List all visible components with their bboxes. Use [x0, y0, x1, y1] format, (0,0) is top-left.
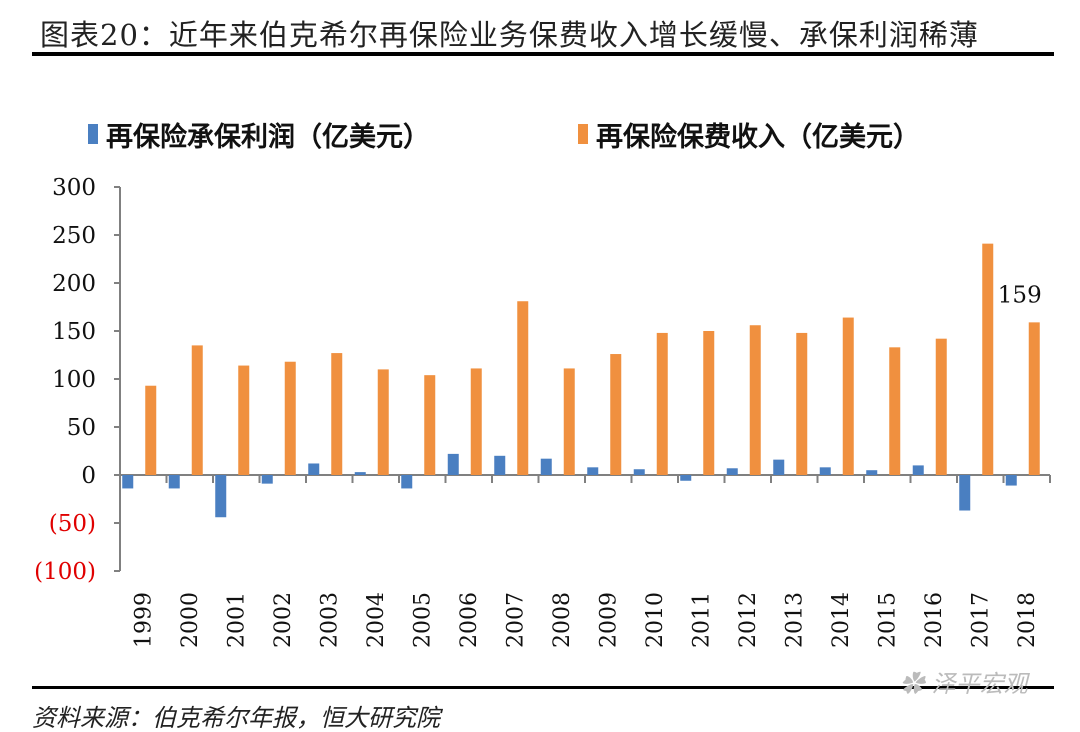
bar-profit-2009 — [587, 467, 599, 475]
y-tick-label: 200 — [52, 271, 96, 297]
bar-premium-2006 — [470, 368, 482, 475]
y-tick-label: 0 — [81, 463, 96, 489]
bar-profit-1999 — [122, 475, 134, 489]
bar-profit-2003 — [308, 463, 320, 475]
x-tick-label: 2004 — [364, 592, 389, 648]
legend-label-1: 再保险保费收入（亿美元） — [596, 121, 920, 153]
bar-premium-2003 — [331, 353, 343, 475]
data-label: 159 — [998, 282, 1042, 308]
bar-profit-2004 — [354, 472, 366, 475]
legend-swatch-1 — [578, 124, 588, 144]
bar-premium-2013 — [796, 332, 808, 475]
bar-profit-2008 — [540, 458, 552, 475]
bar-premium-2017 — [982, 243, 994, 475]
bar-profit-2006 — [447, 453, 459, 475]
y-tick-label: 300 — [52, 175, 96, 201]
y-tick-label: 250 — [52, 223, 96, 249]
watermark-logo: ✿ 泽平宏观 — [900, 670, 1028, 698]
top-rule — [32, 52, 1054, 56]
x-tick-label: 2002 — [271, 592, 296, 648]
bar-premium-1999 — [145, 385, 157, 475]
x-tick-label: 1999 — [131, 592, 156, 648]
x-tick-label: 2006 — [457, 592, 482, 648]
bar-profit-2007 — [494, 455, 506, 475]
bar-profit-2014 — [819, 467, 831, 475]
y-tick-label: (100) — [34, 559, 96, 585]
bar-premium-2000 — [191, 345, 203, 475]
bar-premium-2002 — [284, 361, 296, 475]
bar-premium-2005 — [424, 375, 436, 475]
x-tick-label: 2005 — [410, 592, 435, 648]
legend-swatch-0 — [88, 124, 98, 144]
x-tick-label: 2000 — [178, 592, 203, 648]
bar-profit-2001 — [215, 475, 227, 518]
x-tick-label: 2017 — [968, 592, 993, 648]
x-tick-label: 2014 — [829, 592, 854, 648]
y-tick-label: (50) — [49, 511, 96, 537]
x-tick-label: 2015 — [875, 592, 900, 648]
bar-premium-2016 — [935, 338, 947, 475]
bar-profit-2005 — [401, 475, 413, 489]
bar-profit-2016 — [912, 465, 924, 475]
y-tick-label: 100 — [52, 367, 96, 393]
x-tick-label: 2010 — [643, 592, 668, 648]
bar-profit-2000 — [168, 475, 180, 489]
x-tick-label: 2011 — [689, 592, 714, 648]
bar-premium-2012 — [749, 325, 761, 475]
x-tick-label: 2012 — [736, 592, 761, 648]
source-note: 资料来源：伯克希尔年报，恒大研究院 — [32, 704, 440, 732]
bar-profit-2011 — [680, 475, 692, 481]
bar-premium-2001 — [238, 365, 250, 475]
watermark-text: 泽平宏观 — [931, 670, 1028, 698]
x-tick-label: 2007 — [503, 592, 528, 648]
bar-premium-2014 — [842, 317, 854, 475]
bottom-rule — [32, 686, 1054, 689]
bar-premium-2010 — [656, 332, 668, 475]
bar-premium-2018 — [1028, 322, 1040, 475]
bar-premium-2008 — [563, 368, 575, 475]
x-tick-label: 2001 — [224, 592, 249, 648]
bar-premium-2009 — [610, 354, 622, 475]
bar-premium-2011 — [703, 331, 715, 475]
x-tick-label: 2018 — [1015, 592, 1040, 648]
bar-profit-2015 — [866, 470, 878, 475]
x-tick-label: 2013 — [782, 592, 807, 648]
bar-premium-2015 — [889, 347, 901, 475]
y-tick-label: 150 — [52, 319, 96, 345]
bar-profit-2010 — [633, 469, 645, 475]
y-tick-label: 50 — [67, 415, 96, 441]
x-tick-label: 2003 — [317, 592, 342, 648]
bar-premium-2007 — [517, 301, 529, 475]
figure-title: 图表20：近年来伯克希尔再保险业务保费收入增长缓慢、承保利润稀薄 — [40, 18, 979, 52]
bar-premium-2004 — [377, 369, 389, 475]
x-tick-label: 2009 — [596, 592, 621, 648]
bar-profit-2013 — [773, 459, 785, 475]
bar-profit-2012 — [726, 468, 738, 475]
x-tick-label: 2008 — [550, 592, 575, 648]
legend-label-0: 再保险承保利润（亿美元） — [106, 121, 430, 153]
x-tick-label: 2016 — [922, 592, 947, 648]
bar-profit-2002 — [261, 475, 273, 484]
bar-profit-2017 — [959, 475, 971, 511]
bar-profit-2018 — [1005, 475, 1017, 486]
